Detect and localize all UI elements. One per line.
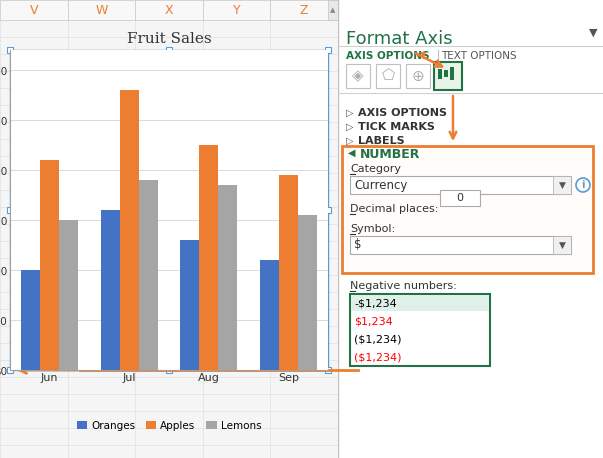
Bar	[351, 295, 489, 311]
Bar	[434, 62, 462, 90]
Bar	[444, 70, 448, 77]
Text: Negative numbers:: Negative numbers:	[350, 281, 456, 291]
Text: ▷: ▷	[346, 122, 353, 132]
Bar	[350, 294, 490, 366]
Text: ($1,234): ($1,234)	[354, 352, 402, 362]
Text: ⬠: ⬠	[381, 69, 394, 83]
Bar	[7, 207, 13, 213]
Text: NUMBER: NUMBER	[360, 148, 420, 161]
Text: TICK MARKS: TICK MARKS	[358, 122, 435, 132]
Bar	[350, 236, 571, 254]
Bar	[135, 0, 203, 20]
Bar	[7, 367, 13, 373]
Bar	[325, 367, 331, 373]
Bar	[10, 50, 328, 370]
Bar	[120, 90, 139, 370]
Bar	[101, 210, 120, 370]
Bar	[40, 160, 59, 370]
Bar	[350, 176, 571, 194]
Text: ◀: ◀	[348, 148, 356, 158]
Bar	[180, 240, 199, 370]
Bar	[21, 270, 40, 370]
Text: ▷: ▷	[346, 108, 353, 118]
Bar	[342, 146, 593, 273]
Bar	[68, 0, 135, 20]
Bar	[7, 47, 13, 53]
Bar	[199, 145, 218, 370]
Bar	[298, 215, 317, 370]
Bar	[166, 47, 172, 53]
Text: -$1,234: -$1,234	[354, 298, 397, 308]
Text: ▼: ▼	[558, 240, 566, 250]
Bar	[553, 236, 571, 254]
Text: V: V	[30, 4, 38, 16]
Bar	[166, 367, 172, 373]
Text: W: W	[95, 4, 107, 16]
Text: Category: Category	[350, 164, 401, 174]
Text: 0: 0	[456, 193, 464, 203]
Text: Currency: Currency	[354, 179, 408, 191]
Text: ▲: ▲	[330, 7, 336, 13]
Bar	[270, 0, 338, 20]
Bar	[325, 207, 331, 213]
Bar	[139, 180, 158, 370]
Text: $1,234: $1,234	[354, 316, 393, 326]
Text: LABELS: LABELS	[358, 136, 405, 146]
Bar	[0, 0, 68, 20]
Text: $: $	[354, 239, 362, 251]
Legend: Oranges, Apples, Lemons: Oranges, Apples, Lemons	[72, 417, 265, 435]
Text: Z: Z	[300, 4, 309, 16]
Bar	[346, 64, 370, 88]
Text: ⊕: ⊕	[412, 69, 425, 83]
Text: ◈: ◈	[352, 69, 364, 83]
Bar	[553, 176, 571, 194]
Text: AXIS OPTIONS: AXIS OPTIONS	[346, 51, 429, 61]
Text: Decimal places:: Decimal places:	[350, 204, 438, 214]
Bar	[342, 146, 593, 273]
Text: TEXT OPTIONS: TEXT OPTIONS	[441, 51, 517, 61]
Text: ▼: ▼	[589, 28, 598, 38]
Bar	[438, 69, 442, 79]
Bar	[203, 0, 270, 20]
Text: Y: Y	[233, 4, 241, 16]
Text: ▼: ▼	[420, 50, 426, 59]
Bar	[59, 220, 78, 370]
Text: i: i	[581, 180, 585, 190]
Bar	[325, 47, 331, 53]
Bar	[328, 0, 338, 20]
Text: ($1,234): ($1,234)	[354, 334, 402, 344]
Title: Fruit Sales: Fruit Sales	[127, 32, 211, 46]
Text: ▼: ▼	[558, 180, 566, 190]
Bar	[406, 64, 430, 88]
Bar	[376, 64, 400, 88]
Bar	[440, 190, 480, 206]
Bar	[450, 67, 454, 80]
Bar	[279, 175, 298, 370]
Text: Format Axis: Format Axis	[346, 30, 453, 48]
Text: AXIS OPTIONS: AXIS OPTIONS	[358, 108, 447, 118]
Bar	[260, 260, 279, 370]
Text: Symbol:: Symbol:	[350, 224, 395, 234]
Text: ▷: ▷	[346, 136, 353, 146]
Bar	[218, 185, 238, 370]
Text: X: X	[165, 4, 173, 16]
